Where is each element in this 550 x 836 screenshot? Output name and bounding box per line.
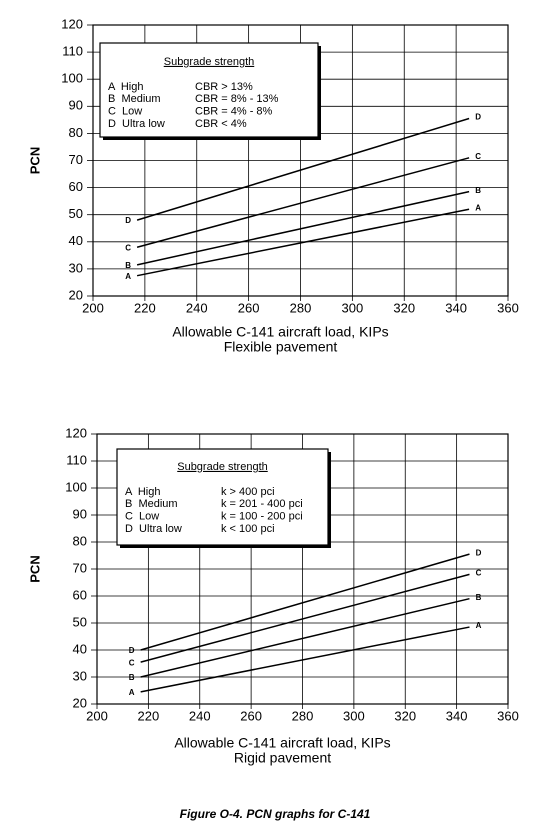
x-tick-label: 220 (134, 300, 156, 315)
legend-value: k < 100 pci (221, 523, 275, 535)
y-tick-label: 80 (73, 533, 87, 548)
legend-label: C Low (108, 106, 142, 118)
line-label: D (129, 646, 135, 655)
legend-value: CBR = 8% - 13% (195, 93, 279, 105)
y-tick-label: 20 (69, 287, 83, 302)
x-axis-label: Allowable C-141 aircraft load, KIPs (174, 735, 390, 751)
series-line (136, 208, 470, 277)
y-tick-label: 70 (69, 152, 83, 167)
line-label: B (476, 593, 482, 602)
line-label: A (129, 688, 135, 697)
y-tick-label: 70 (73, 560, 87, 575)
y-tick-label: 90 (73, 506, 87, 521)
legend-label: A High (125, 486, 160, 498)
line-label: C (129, 658, 135, 667)
line-label: B (475, 186, 481, 195)
legend-title: Subgrade strength (177, 461, 268, 473)
legend-title: Subgrade strength (164, 56, 255, 68)
legend-label: B Medium (108, 93, 161, 105)
line-label: D (475, 113, 481, 122)
line-label: A (475, 203, 481, 212)
line-label: D (476, 548, 482, 557)
series-line (140, 597, 470, 678)
x-tick-label: 240 (189, 708, 211, 723)
y-tick-label: 50 (73, 614, 87, 629)
line-label: B (129, 673, 135, 682)
y-tick-label: 100 (61, 71, 83, 86)
y-axis-label: PCN (27, 147, 42, 174)
y-tick-label: 80 (69, 125, 83, 140)
legend-value: k = 201 - 400 pci (221, 498, 303, 510)
y-tick-label: 40 (73, 641, 87, 656)
x-tick-label: 260 (240, 708, 262, 723)
series-line (136, 157, 470, 248)
x-tick-label: 300 (342, 300, 364, 315)
x-tick-label: 200 (82, 300, 104, 315)
legend-box (99, 42, 319, 138)
line-label: A (125, 272, 131, 281)
subtitle: Rigid pavement (234, 750, 331, 766)
x-axis-label: Allowable C-141 aircraft load, KIPs (172, 324, 388, 340)
line-label: D (125, 216, 131, 225)
x-tick-label: 200 (86, 708, 108, 723)
x-tick-label: 260 (238, 300, 260, 315)
series-line (136, 117, 470, 221)
line-label: A (476, 621, 482, 630)
legend-value: k > 400 pci (221, 486, 275, 498)
x-tick-label: 320 (394, 708, 416, 723)
y-tick-label: 120 (65, 425, 87, 440)
line-label: C (476, 569, 482, 578)
series-line (136, 190, 470, 266)
y-tick-label: 60 (69, 179, 83, 194)
x-tick-label: 300 (343, 708, 365, 723)
y-tick-label: 90 (69, 98, 83, 113)
x-tick-label: 280 (292, 708, 314, 723)
series-line (140, 626, 470, 693)
series-line (140, 553, 470, 651)
legend-box (116, 448, 329, 546)
y-tick-label: 30 (73, 668, 87, 683)
legend-label: B Medium (125, 498, 178, 510)
legend-value: k = 100 - 200 pci (221, 511, 303, 523)
legend-label: D Ultra low (125, 523, 182, 535)
x-tick-label: 280 (290, 300, 312, 315)
x-tick-label: 340 (446, 708, 468, 723)
y-tick-label: 20 (73, 695, 87, 710)
line-label: C (475, 152, 481, 161)
y-tick-label: 50 (69, 206, 83, 221)
y-tick-label: 110 (66, 452, 87, 467)
plot-frame (96, 433, 509, 705)
y-axis-label: PCN (27, 555, 42, 582)
y-tick-label: 40 (69, 233, 83, 248)
y-tick-label: 30 (69, 260, 83, 275)
legend-label: D Ultra low (108, 118, 165, 130)
subtitle: Flexible pavement (224, 339, 338, 355)
legend-value: CBR > 13% (195, 81, 253, 93)
x-tick-label: 240 (186, 300, 208, 315)
legend-label: C Low (125, 511, 159, 523)
plot-frame (92, 24, 509, 297)
line-label: C (125, 243, 131, 252)
x-tick-label: 360 (497, 708, 519, 723)
y-tick-label: 120 (61, 16, 83, 31)
x-tick-label: 360 (497, 300, 519, 315)
legend-value: CBR = 4% - 8% (195, 106, 273, 118)
series-line (140, 573, 470, 663)
y-tick-label: 60 (73, 587, 87, 602)
y-tick-label: 110 (62, 44, 83, 59)
y-tick-label: 100 (65, 479, 87, 494)
x-tick-label: 320 (393, 300, 415, 315)
legend-value: CBR < 4% (195, 118, 247, 130)
line-label: B (125, 261, 131, 270)
x-tick-label: 220 (138, 708, 160, 723)
legend-label: A High (108, 81, 143, 93)
x-tick-label: 340 (445, 300, 467, 315)
caption: Figure O-4. PCN graphs for C-141 (180, 807, 371, 821)
